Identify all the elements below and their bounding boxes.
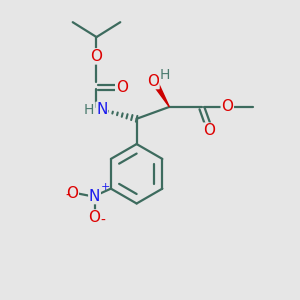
Text: O: O (91, 49, 103, 64)
Text: O: O (88, 210, 101, 225)
Text: O: O (147, 74, 159, 88)
Text: +: + (100, 182, 110, 191)
Text: H: H (160, 68, 170, 82)
Text: H: H (84, 103, 94, 117)
Text: -: - (66, 189, 70, 202)
Text: -: - (100, 214, 105, 228)
Text: O: O (66, 186, 78, 201)
Polygon shape (152, 80, 169, 107)
Text: N: N (89, 189, 100, 204)
Text: O: O (116, 80, 128, 95)
Text: N: N (96, 102, 107, 117)
Text: O: O (203, 123, 215, 138)
Text: O: O (221, 99, 233, 114)
